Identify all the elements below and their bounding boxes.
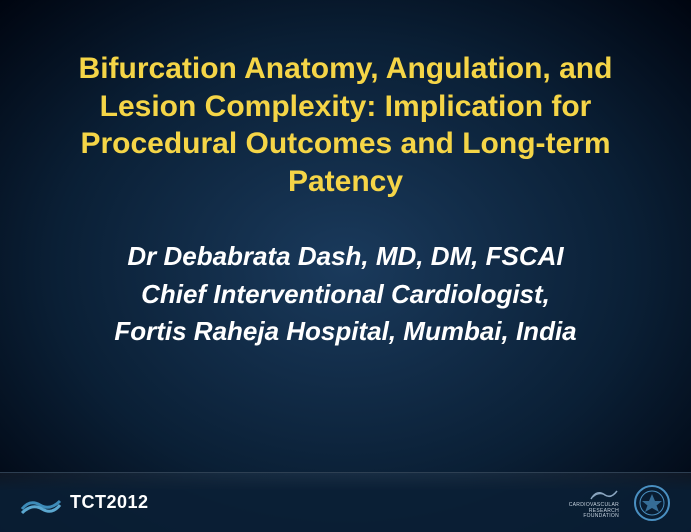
wave-icon	[20, 489, 62, 517]
author-name: Dr Debabrata Dash, MD, DM, FSCAI	[45, 238, 646, 276]
seal-icon	[633, 484, 671, 522]
org-line3: FOUNDATION	[583, 514, 619, 520]
crf-logo-icon	[587, 485, 619, 503]
author-affiliation: Fortis Raheja Hospital, Mumbai, India	[45, 313, 646, 351]
conference-label: TCT2012	[70, 492, 149, 513]
footer-left-group: TCT2012	[20, 489, 149, 517]
slide-footer: TCT2012 CARDIOVASCULAR RESEARCH FOUNDATI…	[0, 472, 691, 532]
slide-title: Bifurcation Anatomy, Angulation, and Les…	[45, 50, 646, 200]
slide-content: Bifurcation Anatomy, Angulation, and Les…	[0, 0, 691, 472]
crf-block: CARDIOVASCULAR RESEARCH FOUNDATION	[569, 485, 619, 520]
author-block: Dr Debabrata Dash, MD, DM, FSCAI Chief I…	[45, 238, 646, 351]
footer-right-group: CARDIOVASCULAR RESEARCH FOUNDATION	[569, 484, 671, 522]
presentation-slide: Bifurcation Anatomy, Angulation, and Les…	[0, 0, 691, 532]
author-role: Chief Interventional Cardiologist,	[45, 276, 646, 314]
